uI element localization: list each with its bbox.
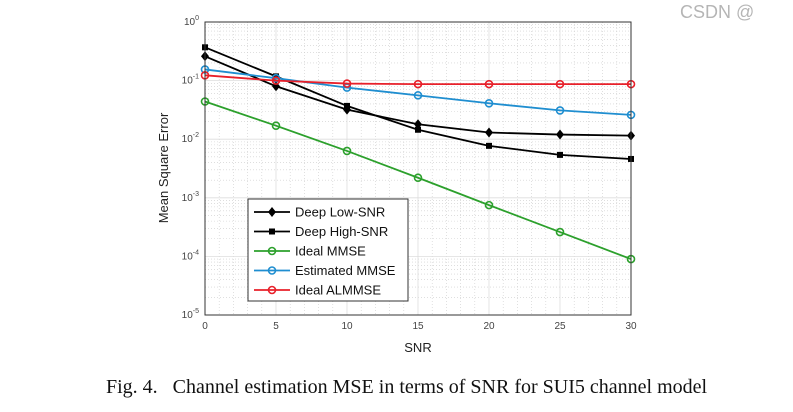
circle-marker bbox=[484, 98, 494, 108]
series-line bbox=[204, 68, 632, 116]
x-tick-label: 25 bbox=[554, 321, 566, 332]
circle-marker bbox=[555, 79, 565, 89]
square-marker bbox=[486, 142, 492, 149]
diamond-marker bbox=[485, 127, 493, 138]
plot-frame bbox=[204, 21, 632, 316]
watermark: CSDN @ bbox=[680, 2, 755, 22]
x-tick-label: 15 bbox=[412, 321, 424, 332]
circle-marker bbox=[267, 246, 277, 256]
series-line bbox=[204, 74, 631, 86]
x-axis-label: SNR bbox=[404, 340, 431, 355]
circle-marker bbox=[342, 79, 352, 88]
circle-marker bbox=[484, 79, 494, 89]
circle-marker bbox=[484, 200, 494, 210]
circle-marker bbox=[267, 266, 277, 275]
square-marker bbox=[557, 151, 563, 158]
x-tick-label: 0 bbox=[202, 321, 208, 332]
circle-marker bbox=[413, 91, 423, 100]
circle-marker bbox=[555, 227, 565, 237]
legend: Deep Low-SNR Deep High-SNR Ideal MMSE Estim… bbox=[247, 198, 409, 302]
y-tick-label: 10-5 bbox=[182, 308, 199, 321]
diamond-marker bbox=[268, 207, 276, 217]
legend-label: Deep High-SNR bbox=[295, 224, 388, 239]
circle-marker bbox=[271, 76, 281, 85]
circle-marker bbox=[413, 79, 423, 89]
y-tick-label: 10-3 bbox=[182, 191, 199, 204]
circle-marker bbox=[555, 106, 565, 115]
y-tick-label: 10-1 bbox=[182, 74, 199, 87]
legend-label: Ideal ALMMSE bbox=[295, 283, 381, 298]
series-ideal-mmse bbox=[200, 97, 636, 264]
legend-label: Deep Low-SNR bbox=[295, 205, 385, 220]
x-tick-label: 30 bbox=[625, 321, 637, 332]
legend-label: Ideal MMSE bbox=[295, 244, 366, 259]
circle-marker bbox=[413, 173, 423, 183]
square-marker bbox=[269, 228, 275, 235]
series-ideal-almmse bbox=[200, 71, 636, 89]
y-tick-label: 10-2 bbox=[182, 132, 199, 145]
x-tick-label: 5 bbox=[273, 321, 279, 332]
ticks: 100 10-1 10-2 10-3 10-4 10-50 5 10 15 20 25 30 bbox=[182, 15, 637, 332]
figure-caption: Fig. 4. Channel estimation MSE in terms … bbox=[106, 376, 708, 398]
y-tick-label: 10-4 bbox=[182, 249, 199, 262]
circle-marker bbox=[271, 121, 281, 130]
diamond-marker bbox=[556, 129, 564, 140]
circle-marker bbox=[342, 146, 352, 156]
x-tick-label: 10 bbox=[341, 321, 353, 332]
legend-label: Estimated MMSE bbox=[295, 263, 396, 278]
y-axis-label: Mean Square Error bbox=[156, 112, 171, 223]
square-marker bbox=[344, 102, 350, 109]
x-tick-label: 20 bbox=[483, 321, 495, 332]
square-marker bbox=[415, 126, 421, 133]
series-line bbox=[204, 100, 632, 260]
diamond-marker bbox=[414, 119, 422, 130]
series-group bbox=[200, 44, 636, 264]
circle-marker bbox=[267, 285, 277, 295]
series-deep-low-snr bbox=[201, 51, 635, 141]
y-tick-label: 100 bbox=[184, 15, 199, 28]
